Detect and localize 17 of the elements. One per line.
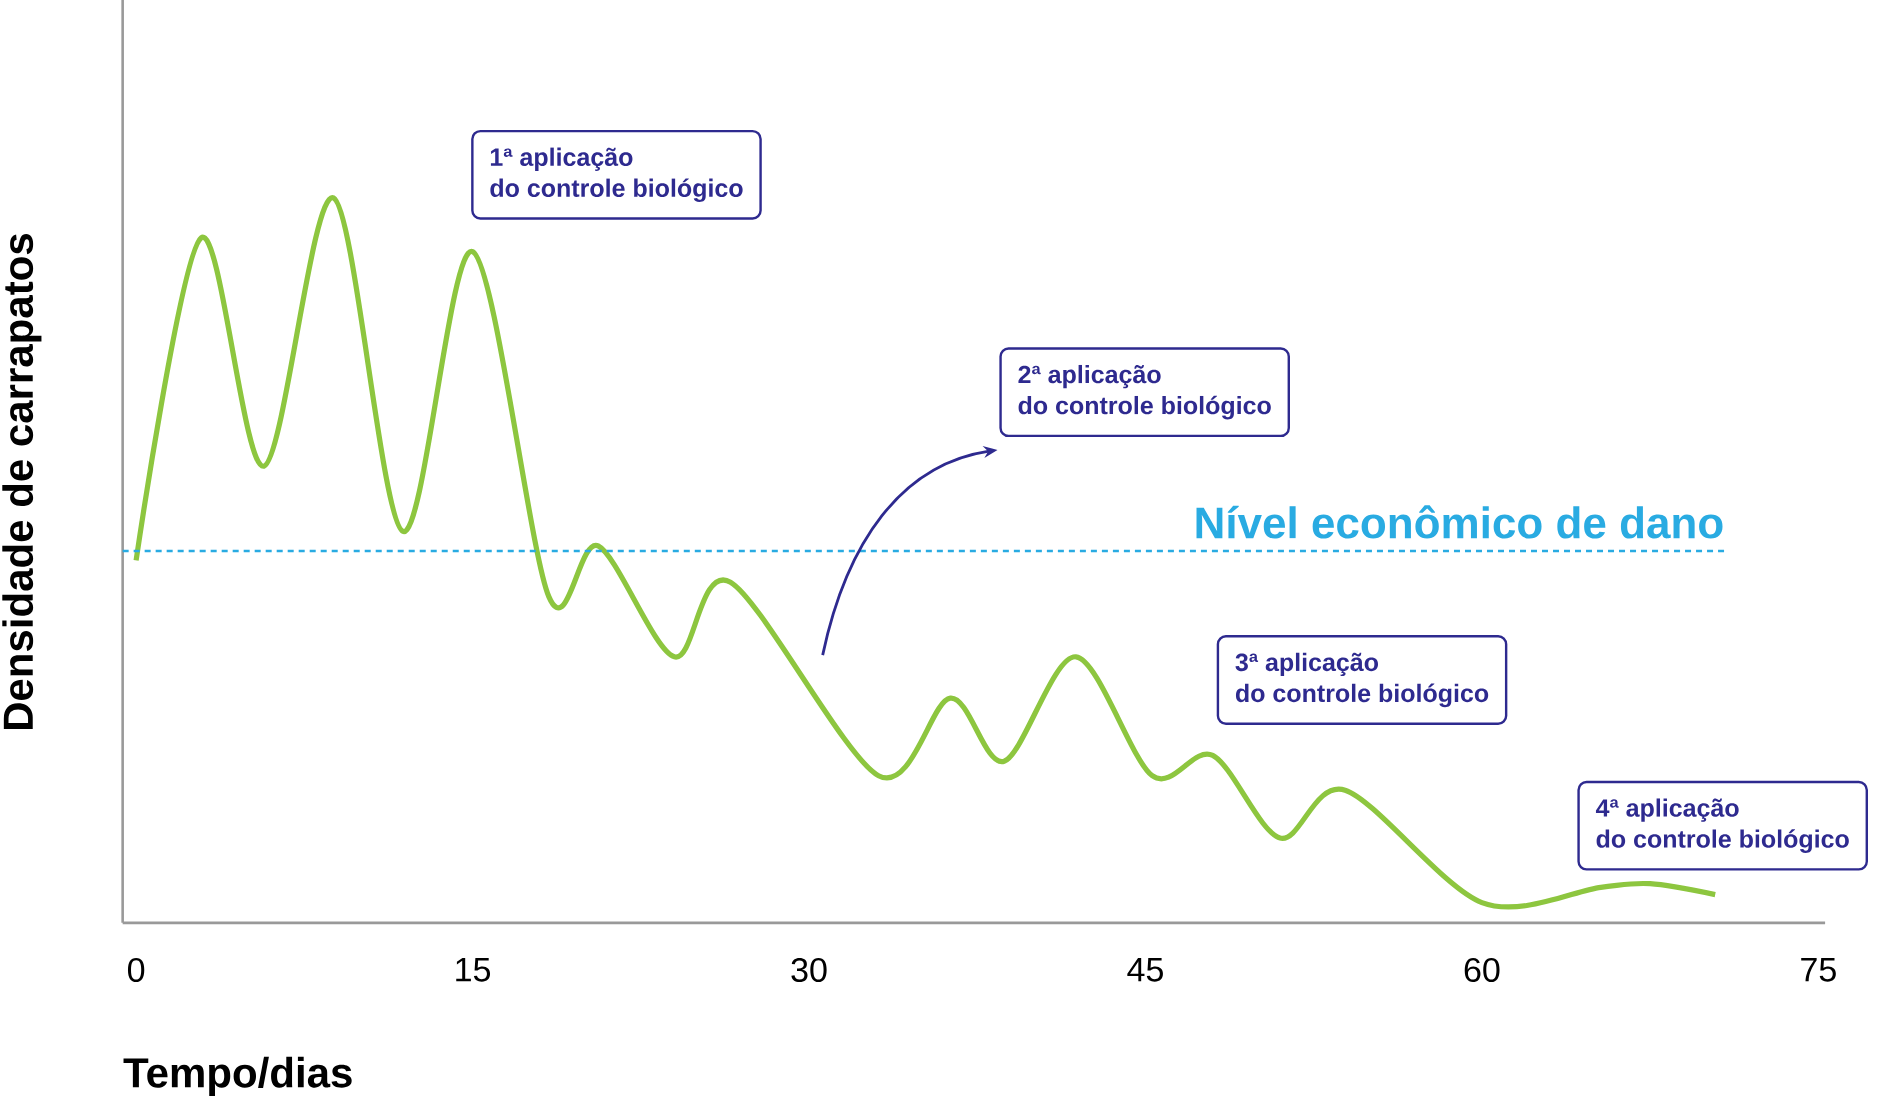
x-tick-label: 45: [1127, 958, 1163, 982]
annotation: 2ª aplicação: [1018, 365, 1161, 389]
annotation: do controle biológico: [1018, 395, 1271, 420]
annotation: 3ª aplicação: [1235, 652, 1379, 677]
annotation: do controle biológico: [1596, 829, 1849, 854]
x-tick-label: 15: [456, 958, 491, 982]
ref-line-label: Nível econômico de dano: [1196, 505, 1723, 539]
y-axis-title: Densidade de carrapatos: [2, 234, 42, 730]
x-tick-label: 0: [127, 958, 145, 983]
annotation: do controle biológico: [490, 178, 743, 203]
text: 1ª aplicação: [490, 147, 633, 172]
x-tick-label: 75: [1801, 958, 1836, 982]
annotation: do controle biológico: [1235, 683, 1489, 708]
x-tick-label: 60: [1464, 958, 1500, 983]
x-tick-label: 30: [791, 958, 827, 983]
x-axis-title: Tempo/dias: [123, 1056, 352, 1097]
annotation: 4ª aplicação: [1595, 798, 1739, 822]
